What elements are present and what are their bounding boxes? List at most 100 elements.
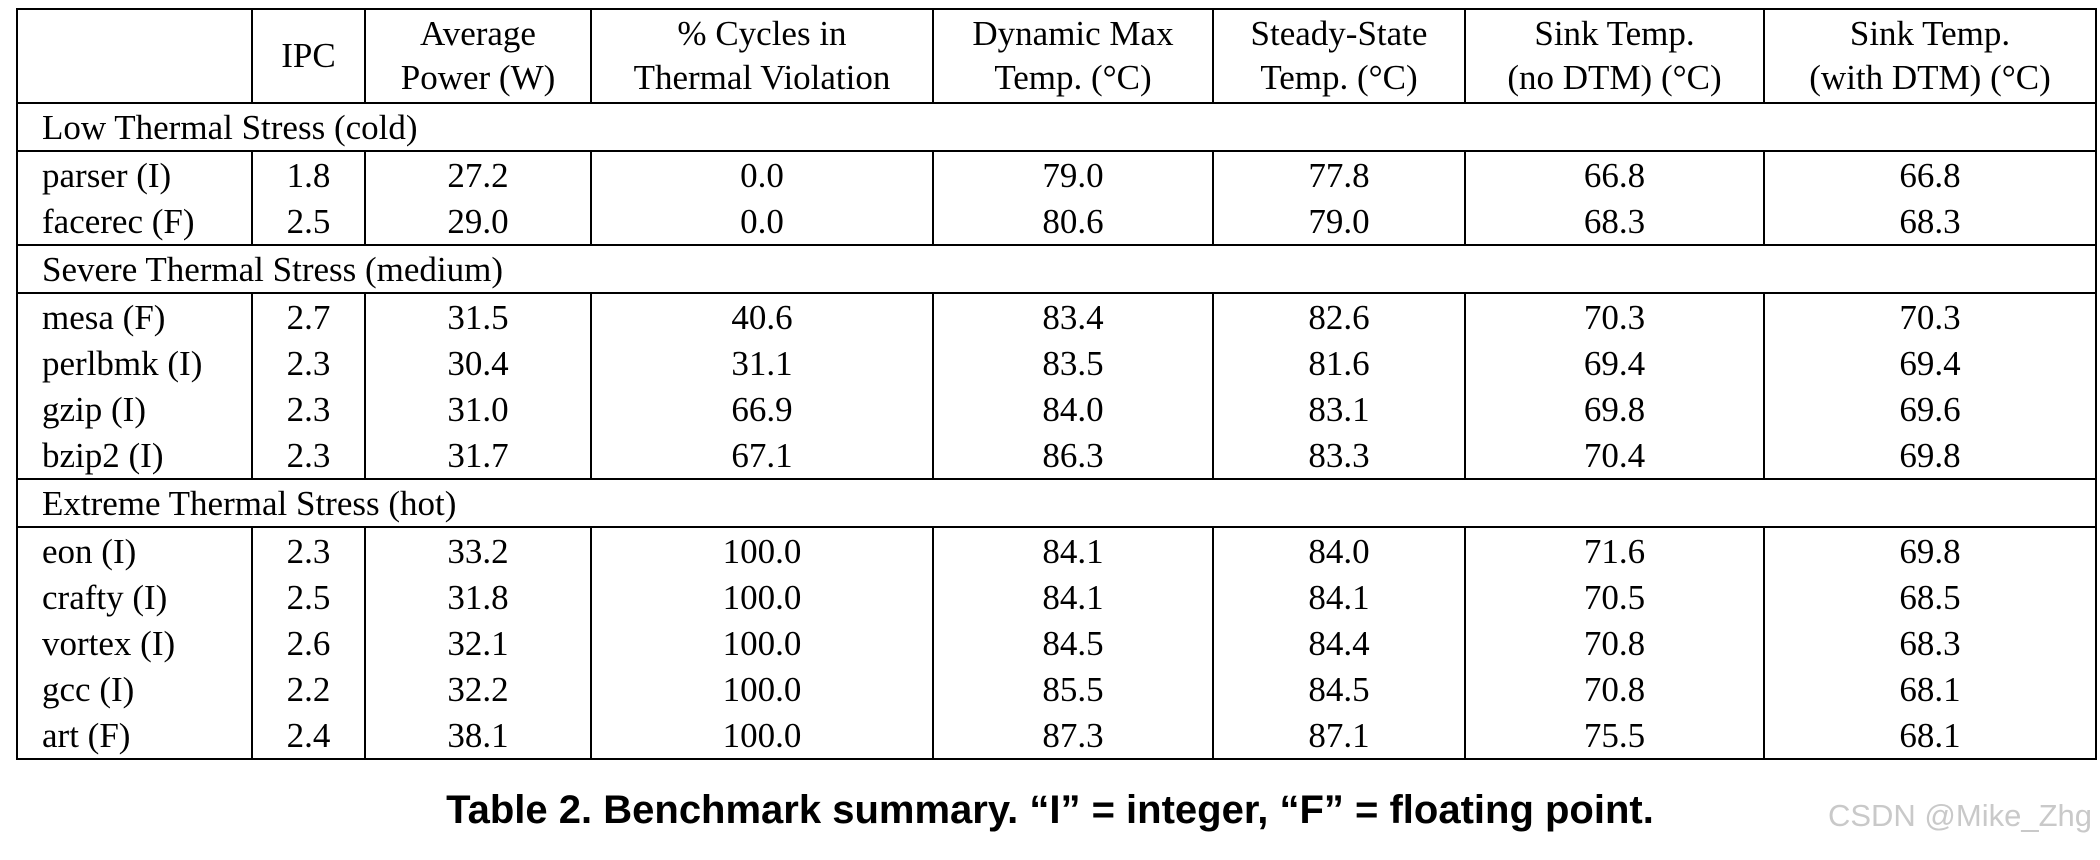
benchmark-name-cell: bzip2 (I)	[16, 432, 253, 480]
table-cell: 66.9	[590, 386, 934, 432]
table-cell: 31.7	[364, 432, 592, 480]
header-cell: Sink Temp. (with DTM) (°C)	[1763, 8, 2097, 104]
table-cell: 100.0	[590, 712, 934, 760]
table-cell: 31.5	[364, 293, 592, 340]
table-cell: 30.4	[364, 340, 592, 386]
table-cell: 84.4	[1212, 620, 1466, 666]
table-cell: 2.3	[251, 432, 366, 480]
table-cell: 100.0	[590, 574, 934, 620]
benchmark-name-cell: perlbmk (I)	[16, 340, 253, 386]
table-cell: 69.8	[1763, 432, 2097, 480]
table-cell: 70.3	[1464, 293, 1765, 340]
table-cell: 68.1	[1763, 712, 2097, 760]
table-cell: 69.6	[1763, 386, 2097, 432]
benchmark-name-cell: art (F)	[16, 712, 253, 760]
watermark: CSDN @Mike_Zhg	[1827, 798, 2092, 833]
table-cell: 69.8	[1464, 386, 1765, 432]
table-cell: 84.0	[1212, 527, 1466, 574]
table-row: gzip (I) 2.3 31.0 66.9 84.0 83.1 69.8 69.6	[16, 386, 2097, 432]
table-cell: 2.3	[251, 386, 366, 432]
table-cell: 70.8	[1464, 666, 1765, 712]
table-cell: 2.3	[251, 340, 366, 386]
table-cell: 79.0	[1212, 198, 1466, 246]
group-label: Extreme Thermal Stress (hot)	[16, 478, 2097, 528]
table-cell: 87.3	[932, 712, 1214, 760]
table-cell: 80.6	[932, 198, 1214, 246]
table-cell: 70.4	[1464, 432, 1765, 480]
benchmark-name-cell: vortex (I)	[16, 620, 253, 666]
table-cell: 84.5	[932, 620, 1214, 666]
table-cell: 84.1	[1212, 574, 1466, 620]
benchmark-name-cell: gzip (I)	[16, 386, 253, 432]
group-header-row: Low Thermal Stress (cold)	[16, 102, 2097, 152]
benchmark-name-cell: gcc (I)	[16, 666, 253, 712]
header-cell: Average Power (W)	[364, 8, 592, 104]
table-cell: 100.0	[590, 527, 934, 574]
table-cell: 75.5	[1464, 712, 1765, 760]
table-cell: 100.0	[590, 620, 934, 666]
table-cell: 81.6	[1212, 340, 1466, 386]
table-cell: 82.6	[1212, 293, 1466, 340]
header-cell: Dynamic Max Temp. (°C)	[932, 8, 1214, 104]
table-cell: 2.3	[251, 527, 366, 574]
table-cell: 38.1	[364, 712, 592, 760]
group-label: Low Thermal Stress (cold)	[16, 102, 2097, 152]
table-cell: 2.5	[251, 574, 366, 620]
table-cell: 33.2	[364, 527, 592, 574]
table-cell: 70.8	[1464, 620, 1765, 666]
table-cell: 83.5	[932, 340, 1214, 386]
table-cell: 68.3	[1464, 198, 1765, 246]
table-cell: 29.0	[364, 198, 592, 246]
table-cell: 27.2	[364, 151, 592, 198]
table-cell: 69.4	[1763, 340, 2097, 386]
benchmark-table: IPC Average Power (W) % Cycles in Thermal …	[16, 8, 2097, 760]
table-cell: 40.6	[590, 293, 934, 340]
table-cell: 84.1	[932, 574, 1214, 620]
table-cell: 0.0	[590, 198, 934, 246]
benchmark-name-cell: mesa (F)	[16, 293, 253, 340]
table-cell: 32.1	[364, 620, 592, 666]
table-cell: 87.1	[1212, 712, 1466, 760]
table-cell: 69.4	[1464, 340, 1765, 386]
group-header-row: Extreme Thermal Stress (hot)	[16, 478, 2097, 528]
header-row: IPC Average Power (W) % Cycles in Thermal …	[16, 8, 2097, 104]
table-cell: 1.8	[251, 151, 366, 198]
table-cell: 84.0	[932, 386, 1214, 432]
table-row: art (F) 2.4 38.1 100.0 87.3 87.1 75.5 68.1	[16, 712, 2097, 760]
table-cell: 83.1	[1212, 386, 1466, 432]
table-cell: 66.8	[1464, 151, 1765, 198]
benchmark-name-cell: eon (I)	[16, 527, 253, 574]
table-cell: 32.2	[364, 666, 592, 712]
table-cell: 67.1	[590, 432, 934, 480]
table-cell: 79.0	[932, 151, 1214, 198]
table-cell: 31.0	[364, 386, 592, 432]
table-cell: 0.0	[590, 151, 934, 198]
table-cell: 85.5	[932, 666, 1214, 712]
table-cell: 2.5	[251, 198, 366, 246]
table-cell: 84.5	[1212, 666, 1466, 712]
table-cell: 68.5	[1763, 574, 2097, 620]
table-body: Low Thermal Stress (cold) parser (I) 1.8 27…	[16, 102, 2097, 760]
table-cell: 100.0	[590, 666, 934, 712]
table-cell: 71.6	[1464, 527, 1765, 574]
header-cell: Steady-State Temp. (°C)	[1212, 8, 1466, 104]
table-cell: 31.1	[590, 340, 934, 386]
table-cell: 68.3	[1763, 620, 2097, 666]
table-row: vortex (I) 2.6 32.1 100.0 84.5 84.4 70.8 68.3	[16, 620, 2097, 666]
table-cell: 77.8	[1212, 151, 1466, 198]
table-cell: 66.8	[1763, 151, 2097, 198]
header-cell: Sink Temp. (no DTM) (°C)	[1464, 8, 1765, 104]
benchmark-name-cell: crafty (I)	[16, 574, 253, 620]
table-cell: 68.3	[1763, 198, 2097, 246]
header-cell: % Cycles in Thermal Violation	[590, 8, 934, 104]
table-cell: 2.6	[251, 620, 366, 666]
table-cell: 2.2	[251, 666, 366, 712]
table-row: crafty (I) 2.5 31.8 100.0 84.1 84.1 70.5 68.5	[16, 574, 2097, 620]
table-caption: Table 2. Benchmark summary. “I” = intege…	[446, 788, 1654, 832]
table-cell: 83.3	[1212, 432, 1466, 480]
table-cell: 31.8	[364, 574, 592, 620]
benchmark-name-cell: parser (I)	[16, 151, 253, 198]
benchmark-name-cell: facerec (F)	[16, 198, 253, 246]
table-row: eon (I) 2.3 33.2 100.0 84.1 84.0 71.6 69.8	[16, 527, 2097, 574]
table-row: perlbmk (I) 2.3 30.4 31.1 83.5 81.6 69.4 69.4	[16, 340, 2097, 386]
